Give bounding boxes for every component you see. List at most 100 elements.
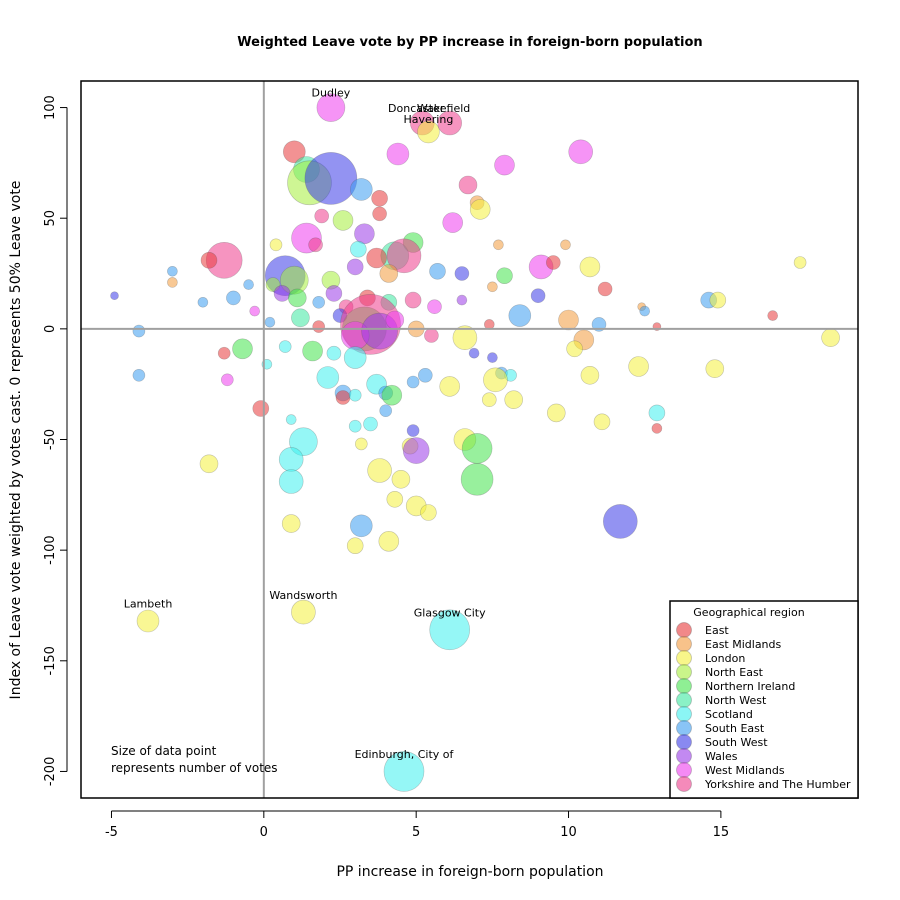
data-points: [110, 93, 840, 792]
data-point: [132, 368, 146, 382]
y-axis-label: Index of Leave vote weighted by votes ca…: [8, 181, 24, 700]
data-point: [312, 295, 326, 309]
y-tick-label: 50: [43, 210, 58, 227]
point-label: Glasgow City: [414, 607, 486, 620]
data-point: [379, 264, 399, 283]
data-point: [639, 305, 651, 317]
data-point: [314, 208, 330, 224]
legend-label: Northern Ireland: [705, 680, 795, 693]
data-point: [793, 256, 807, 269]
data-point: [558, 309, 579, 331]
data-point: [346, 537, 364, 555]
legend-label: Wales: [705, 750, 738, 763]
data-point: [316, 93, 346, 122]
data-point: [378, 530, 400, 552]
data-point: [221, 373, 234, 387]
data-point: [406, 375, 420, 389]
data-point: [232, 338, 253, 360]
data-point: [454, 266, 470, 281]
data-point: [530, 288, 546, 304]
legend-box: [669, 600, 859, 799]
point-label: Doncaster: [388, 102, 445, 115]
legend-swatch: [676, 622, 692, 638]
data-point: [287, 288, 307, 308]
legend-label: West Midlands: [705, 764, 785, 777]
data-point: [278, 340, 292, 353]
point-label: Wandsworth: [269, 589, 337, 602]
data-point: [593, 413, 611, 431]
data-point: [560, 239, 571, 251]
legend-label: South West: [705, 736, 768, 749]
data-point: [304, 152, 358, 205]
data-point: [335, 390, 351, 405]
data-point: [278, 447, 304, 472]
data-point: [427, 299, 442, 315]
data-point: [110, 291, 119, 301]
data-point: [379, 404, 393, 418]
legend-swatch: [676, 664, 692, 680]
y-tick-label: 100: [43, 95, 58, 120]
legend-swatch: [676, 762, 692, 778]
data-point: [264, 316, 276, 328]
data-point: [132, 324, 146, 338]
data-point: [348, 419, 362, 433]
data-point: [424, 328, 439, 343]
point-label: Dudley: [312, 87, 351, 100]
data-point: [493, 239, 504, 251]
data-point: [705, 359, 725, 379]
legend-swatch: [676, 734, 692, 750]
data-point: [821, 328, 840, 348]
point-label: Lambeth: [124, 598, 173, 611]
x-tick-label: 15: [713, 825, 730, 840]
data-point: [363, 416, 378, 432]
data-point: [417, 367, 433, 383]
data-point: [442, 212, 464, 233]
data-point: [420, 504, 437, 521]
data-point: [504, 390, 524, 410]
data-point: [302, 340, 323, 362]
x-tick-label: 5: [412, 825, 420, 840]
data-point: [325, 285, 343, 302]
legend-swatch: [676, 706, 692, 722]
data-point: [496, 267, 513, 285]
data-point: [332, 210, 354, 231]
data-point: [429, 262, 446, 280]
legend-swatch: [676, 748, 692, 764]
plot-frame: [80, 80, 859, 799]
data-point: [709, 291, 727, 309]
data-point: [456, 294, 468, 306]
data-point: [278, 469, 304, 494]
data-point: [200, 251, 218, 269]
data-point: [508, 304, 532, 327]
data-point: [197, 296, 209, 308]
data-point: [243, 279, 254, 290]
data-point: [167, 265, 178, 277]
data-point: [343, 346, 367, 369]
data-point: [386, 490, 404, 508]
legend-label: Scotland: [705, 708, 753, 721]
data-point: [602, 504, 638, 539]
point-label: Wakefield: [417, 102, 470, 115]
data-point: [308, 237, 323, 253]
point-label: Havering: [403, 113, 453, 126]
data-point: [316, 366, 340, 389]
y-tick-label: -150: [43, 646, 58, 676]
data-point: [273, 285, 291, 302]
data-point: [566, 340, 583, 358]
data-point: [217, 346, 231, 360]
data-point: [469, 199, 491, 220]
data-point: [402, 437, 430, 464]
data-point: [452, 325, 478, 351]
data-point: [494, 154, 515, 176]
data-point: [481, 392, 497, 408]
data-point: [326, 345, 342, 361]
data-point: [226, 290, 241, 306]
data-point: [199, 454, 219, 474]
y-tick-label: -50: [43, 429, 58, 450]
data-point: [136, 609, 160, 633]
data-point: [381, 384, 403, 406]
data-point: [404, 291, 422, 309]
data-point: [483, 367, 508, 393]
